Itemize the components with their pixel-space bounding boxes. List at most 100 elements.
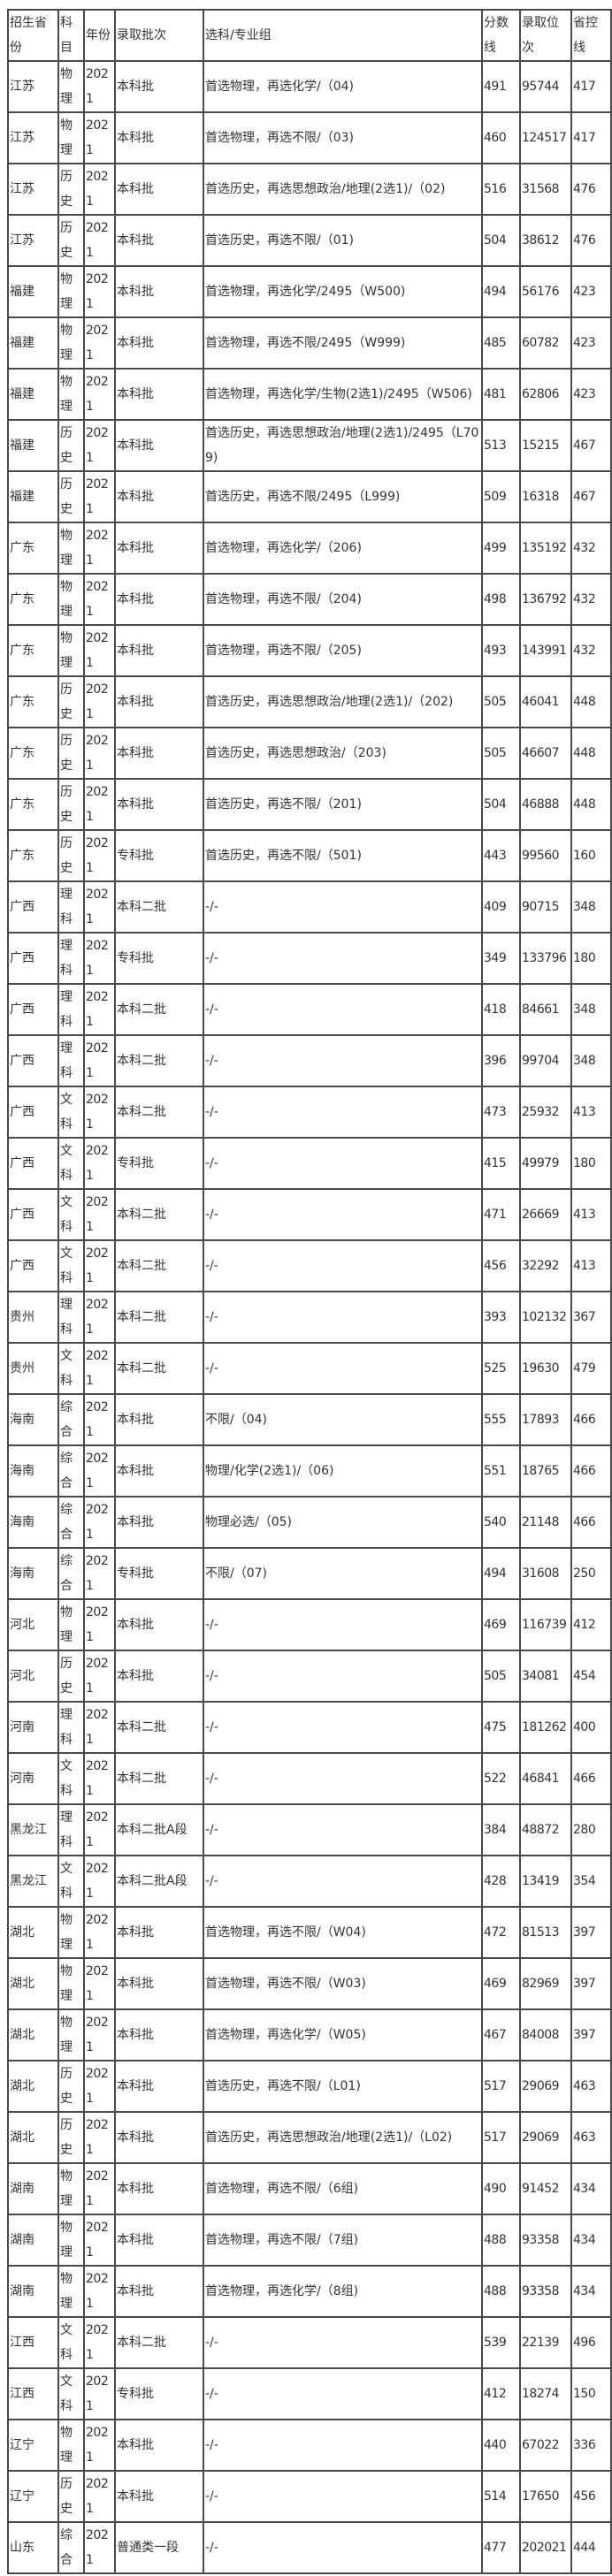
cell-subject-group: 首选历史，再选不限/（501) <box>203 829 483 882</box>
cell-subject-group: 首选历史，再选思想政治/（203) <box>203 727 483 780</box>
cell-year: 2021 <box>83 2162 116 2215</box>
table-row: 福建 物理 2021 本科批 首选物理，再选不限/2495（W999) 485 60782 4… <box>7 316 612 370</box>
cell-score-line: 415 <box>481 1137 521 1190</box>
cell-batch: 本科批 <box>114 419 204 472</box>
header-subject: 科目 <box>57 9 85 62</box>
table-row: 广西 理科 2021 专科批 -/- 349 133796 180 <box>7 932 612 985</box>
cell-rank: 91452 <box>519 2162 572 2215</box>
cell-subject: 文科 <box>57 2367 85 2420</box>
cell-subject-group: -/- <box>203 2521 483 2574</box>
cell-subject-group: -/- <box>203 2419 483 2472</box>
cell-subject-group: -/- <box>203 1803 483 1856</box>
cell-province-control-line: 397 <box>570 1957 612 2010</box>
cell-subject: 历史 <box>57 470 85 523</box>
table-row: 广东 历史 2021 本科批 首选历史，再选不限/（201) 504 46888 448 <box>7 778 612 831</box>
cell-province-control-line: 413 <box>570 1086 612 1139</box>
cell-year: 2021 <box>83 419 116 472</box>
cell-batch: 专科批 <box>114 2367 204 2420</box>
cell-year: 2021 <box>83 522 116 575</box>
cell-score-line: 440 <box>481 2419 521 2472</box>
table-row: 福建 历史 2021 本科批 首选历史，再选不限/2495（L999) 509 16318 4… <box>7 470 612 523</box>
cell-province-control-line: 412 <box>570 1598 612 1651</box>
cell-score-line: 488 <box>481 2265 521 2318</box>
cell-province: 黑龙江 <box>7 1803 59 1856</box>
cell-batch: 本科批 <box>114 111 204 164</box>
cell-province: 广西 <box>7 932 59 985</box>
header-year: 年份 <box>83 9 116 62</box>
cell-batch: 普通类一段 <box>114 2521 204 2574</box>
cell-province-control-line: 434 <box>570 2214 612 2267</box>
cell-province: 广西 <box>7 1188 59 1241</box>
cell-batch: 本科二批 <box>114 880 204 934</box>
cell-subject: 理科 <box>57 1701 85 1754</box>
cell-score-line: 504 <box>481 214 521 267</box>
cell-year: 2021 <box>83 60 116 113</box>
cell-batch: 本科批 <box>114 470 204 523</box>
cell-year: 2021 <box>83 1393 116 1446</box>
cell-batch: 本科批 <box>114 316 204 370</box>
cell-batch: 本科二批 <box>114 1034 204 1087</box>
cell-province-control-line: 434 <box>570 2265 612 2318</box>
cell-province-control-line: 348 <box>570 1034 612 1087</box>
cell-subject: 文科 <box>57 1188 85 1241</box>
cell-batch: 本科批 <box>114 675 204 728</box>
cell-score-line: 505 <box>481 1650 521 1703</box>
cell-year: 2021 <box>83 1957 116 2010</box>
table-row: 海南 综合 2021 本科批 物理必选/（05) 540 21148 466 <box>7 1496 612 1549</box>
cell-rank: 143991 <box>519 624 572 677</box>
cell-score-line: 539 <box>481 2316 521 2369</box>
cell-province: 广西 <box>7 1086 59 1139</box>
cell-score-line: 384 <box>481 1803 521 1856</box>
table-row: 广东 历史 2021 本科批 首选历史，再选思想政治/（203) 505 46607 448 <box>7 727 612 780</box>
cell-subject-group: 首选物理，再选不限/（7组) <box>203 2214 483 2267</box>
cell-subject-group: 首选物理，再选不限/2495（W999) <box>203 316 483 370</box>
cell-batch: 专科批 <box>114 1137 204 1190</box>
cell-year: 2021 <box>83 2214 116 2267</box>
cell-score-line: 517 <box>481 2111 521 2164</box>
cell-subject-group: 首选物理，再选化学/（04) <box>203 60 483 113</box>
cell-subject: 历史 <box>57 727 85 780</box>
cell-subject-group: -/- <box>203 1855 483 1908</box>
cell-year: 2021 <box>83 316 116 370</box>
cell-year: 2021 <box>83 2265 116 2318</box>
table-row: 广西 理科 2021 本科二批 -/- 396 99704 348 <box>7 1034 612 1087</box>
table-row: 广西 文科 2021 本科二批 -/- 471 26669 413 <box>7 1188 612 1241</box>
cell-score-line: 412 <box>481 2367 521 2420</box>
cell-rank: 99560 <box>519 829 572 882</box>
table-row: 广东 物理 2021 本科批 首选物理，再选不限/（205) 493 143991 432 <box>7 624 612 677</box>
cell-subject-group: 首选物理，再选不限/（204) <box>203 573 483 626</box>
table-row: 广西 文科 2021 专科批 -/- 415 49979 180 <box>7 1137 612 1190</box>
table-row: 黑龙江 理科 2021 本科二批A段 -/- 384 48872 280 <box>7 1803 612 1856</box>
cell-rank: 38612 <box>519 214 572 267</box>
table-row: 江西 文科 2021 专科批 -/- 412 18274 150 <box>7 2367 612 2420</box>
cell-year: 2021 <box>83 1650 116 1703</box>
table-row: 河北 历史 2021 本科批 -/- 505 34081 454 <box>7 1650 612 1703</box>
cell-batch: 本科批 <box>114 1906 204 1959</box>
cell-rank: 116739 <box>519 1598 572 1651</box>
cell-province: 贵州 <box>7 1291 59 1344</box>
header-province-control-line: 省控线 <box>570 9 612 62</box>
cell-province-control-line: 280 <box>570 1803 612 1856</box>
cell-rank: 31568 <box>519 163 572 216</box>
cell-subject-group: -/- <box>203 2367 483 2420</box>
cell-province-control-line: 397 <box>570 2008 612 2062</box>
cell-province-control-line: 479 <box>570 1342 612 1395</box>
cell-subject-group: 首选历史，再选思想政治/地理(2选1)/2495（L709) <box>203 419 483 472</box>
cell-province: 辽宁 <box>7 2419 59 2472</box>
cell-subject-group: -/- <box>203 880 483 934</box>
cell-subject: 综合 <box>57 1393 85 1446</box>
cell-year: 2021 <box>83 2367 116 2420</box>
cell-batch: 本科批 <box>114 2214 204 2267</box>
admission-scores-table: 招生省份 科目 年份 录取批次 选科/专业组 分数线 录取位次 省控线 江苏 物理 2021 本科批首… <box>7 9 612 2574</box>
cell-batch: 本科批 <box>114 1496 204 1549</box>
table-row: 湖南 物理 2021 本科批 首选物理，再选化学/（8组) 488 93358 434 <box>7 2265 612 2318</box>
cell-province: 湖北 <box>7 2008 59 2062</box>
cell-batch: 本科批 <box>114 60 204 113</box>
cell-subject-group: 不限/（04) <box>203 1393 483 1446</box>
cell-subject: 文科 <box>57 1137 85 1190</box>
cell-score-line: 471 <box>481 1188 521 1241</box>
cell-subject: 物理 <box>57 265 85 318</box>
cell-province: 河北 <box>7 1598 59 1651</box>
cell-batch: 专科批 <box>114 829 204 882</box>
cell-rank: 82969 <box>519 1957 572 2010</box>
